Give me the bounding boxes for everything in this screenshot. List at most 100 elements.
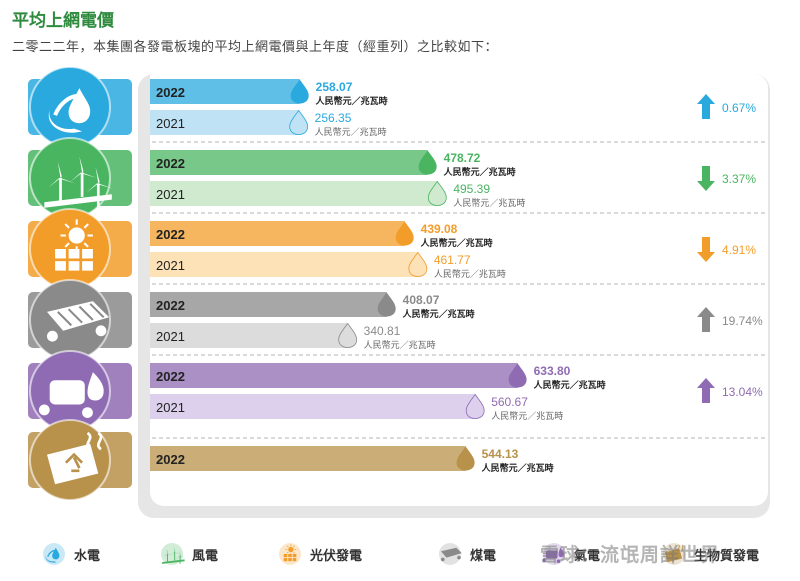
bar-end-marker bbox=[395, 221, 414, 246]
bar-2022 bbox=[150, 221, 405, 246]
gas-power-icon bbox=[542, 543, 565, 565]
legend-item: 煤電 bbox=[436, 540, 496, 568]
bar-year-label: 2022 bbox=[156, 227, 185, 242]
bar-year-label: 2021 bbox=[156, 329, 185, 344]
biomass-icon bbox=[47, 431, 103, 485]
arrow-up-icon bbox=[697, 378, 715, 403]
bar-end-marker bbox=[377, 292, 396, 317]
bar-year-label: 2021 bbox=[156, 400, 185, 415]
bar-end-marker bbox=[456, 446, 475, 471]
data-label: 461.77 bbox=[434, 253, 471, 267]
change-percent: 13.04% bbox=[722, 385, 763, 399]
water-drop-icon bbox=[45, 547, 60, 563]
bar-end-marker bbox=[408, 251, 428, 277]
legend-label: 氣電 bbox=[574, 547, 601, 563]
data-label: 478.72 bbox=[444, 151, 481, 165]
data-label: 633.80 bbox=[534, 364, 571, 378]
arrow-up-icon bbox=[697, 94, 715, 119]
unit-label: 人民幣元／兆瓦時 bbox=[434, 268, 506, 279]
legend-label: 煤電 bbox=[470, 547, 497, 563]
bar-2021 bbox=[150, 394, 476, 419]
bar-2021 bbox=[150, 181, 438, 206]
data-label: 340.81 bbox=[364, 324, 401, 338]
bar-end-marker bbox=[290, 79, 309, 104]
change-percent: 3.37% bbox=[722, 172, 756, 186]
bar-end-marker bbox=[427, 180, 447, 206]
bar-2022 bbox=[150, 292, 387, 317]
data-label: 560.67 bbox=[491, 395, 528, 409]
unit-label: 人民幣元／兆瓦時 bbox=[315, 95, 388, 106]
change-percent: 0.67% bbox=[722, 101, 756, 115]
data-label: 258.07 bbox=[316, 80, 353, 94]
legend-item: 光伏發電 bbox=[276, 540, 362, 568]
legend-label: 水電 bbox=[74, 547, 101, 563]
solar-panel-icon bbox=[55, 219, 93, 271]
unit-label: 人民幣元／兆瓦時 bbox=[533, 379, 606, 390]
legend-label: 風電 bbox=[192, 547, 219, 563]
bar-year-label: 2022 bbox=[156, 452, 185, 467]
wind-turbine-icon bbox=[162, 546, 186, 564]
coal-plant-icon bbox=[441, 547, 462, 562]
arrow-down-icon bbox=[697, 166, 715, 191]
bar-year-label: 2022 bbox=[156, 298, 185, 313]
legend-label: 生物質發電 bbox=[694, 547, 760, 563]
bar-end-marker bbox=[338, 322, 358, 348]
bar-2021 bbox=[150, 323, 348, 348]
unit-label: 人民幣元／兆瓦時 bbox=[402, 308, 475, 319]
unit-label: 人民幣元／兆瓦時 bbox=[443, 166, 516, 177]
page-title: 平均上網電價 bbox=[12, 11, 114, 30]
change-percent: 19.74% bbox=[722, 314, 763, 328]
bar-2022 bbox=[150, 150, 428, 175]
biomass-icon bbox=[663, 543, 685, 565]
bar-2022 bbox=[150, 79, 300, 104]
bar-2022 bbox=[150, 363, 518, 388]
arrow-down-icon bbox=[697, 237, 715, 262]
legend-item: 風電 bbox=[158, 540, 218, 568]
data-label: 439.08 bbox=[421, 222, 458, 236]
bar-end-marker bbox=[508, 363, 527, 388]
solar-panel-icon bbox=[283, 544, 297, 562]
unit-label: 人民幣元／兆瓦時 bbox=[315, 126, 387, 137]
unit-label: 人民幣元／兆瓦時 bbox=[491, 410, 563, 421]
gas-power-icon bbox=[38, 372, 104, 418]
coal-plant-icon bbox=[439, 543, 462, 565]
page-subtitle: 二零二二年，本集團各發電板塊的平均上網電價與上年度（經重列）之比較如下： bbox=[12, 39, 499, 54]
bar-year-label: 2021 bbox=[156, 187, 185, 202]
data-label: 544.13 bbox=[482, 447, 519, 461]
bar-2021 bbox=[150, 252, 418, 277]
bar-year-label: 2022 bbox=[156, 156, 185, 171]
bar-end-marker bbox=[465, 393, 485, 419]
solar-panel-icon bbox=[279, 543, 301, 565]
bar-year-label: 2021 bbox=[156, 258, 185, 273]
coal-plant-icon bbox=[47, 301, 110, 342]
watermark-text: 雪球：流氓周詳世界 bbox=[540, 545, 721, 566]
water-drop-icon bbox=[43, 543, 65, 565]
data-label: 256.35 bbox=[315, 111, 352, 125]
water-drop-icon bbox=[48, 88, 91, 133]
change-percent: 4.91% bbox=[722, 243, 756, 257]
arrow-up-icon bbox=[697, 307, 715, 332]
gas-power-icon bbox=[542, 547, 564, 563]
unit-label: 人民幣元／兆瓦時 bbox=[481, 462, 554, 473]
legend-label: 光伏發電 bbox=[310, 547, 363, 563]
bar-year-label: 2022 bbox=[156, 369, 185, 384]
wind-turbine-icon bbox=[161, 543, 186, 565]
data-label: 495.39 bbox=[453, 182, 490, 196]
legend-item: 氣電 bbox=[540, 540, 600, 568]
chart-panel bbox=[150, 74, 768, 506]
bar-end-marker bbox=[418, 150, 437, 175]
biomass-icon bbox=[665, 544, 684, 563]
unit-label: 人民幣元／兆瓦時 bbox=[364, 339, 436, 350]
bar-2021 bbox=[150, 110, 299, 135]
legend-item: 水電 bbox=[40, 540, 100, 568]
bar-2022 bbox=[150, 446, 466, 471]
legend-item: 生物質發電 bbox=[660, 540, 759, 568]
bar-year-label: 2022 bbox=[156, 85, 185, 100]
bar-year-label: 2021 bbox=[156, 116, 185, 131]
